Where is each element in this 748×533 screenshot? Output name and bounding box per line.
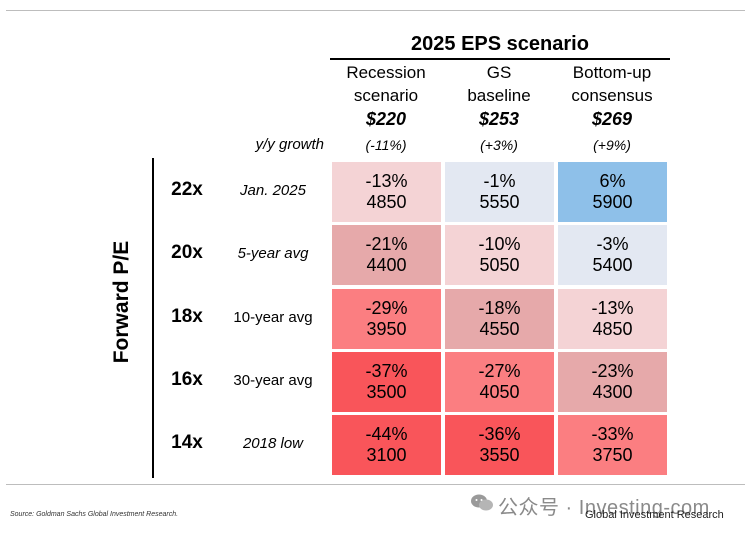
column-growth: (-11%) <box>365 137 407 153</box>
row-axis-label: Forward P/E <box>110 240 133 364</box>
cell-return: -33% <box>591 424 634 445</box>
cell-index-level: 5550 <box>479 192 520 212</box>
pe-multiple: 14x <box>171 432 203 454</box>
pe-multiple: 20x <box>171 242 203 264</box>
cell-index-level: 3750 <box>592 445 633 466</box>
column-growth: (+9%) <box>593 137 631 153</box>
column-header-line1: GS <box>486 63 512 82</box>
scenario-cell: -27% 4050 <box>445 351 554 412</box>
pe-multiple: 22x <box>171 179 203 200</box>
cell-return: -21% <box>365 234 408 255</box>
scenario-cell: -29% 3950 <box>332 288 441 349</box>
scenario-cell: -1% 5550 <box>445 162 554 222</box>
cell-index-level: 3550 <box>479 445 520 466</box>
cell-index-level: 3950 <box>366 318 407 339</box>
cell-index-level: 4400 <box>366 255 407 276</box>
pe-description: 5-year avg <box>237 245 309 263</box>
scenario-cell: 6% 5900 <box>558 162 667 222</box>
scenario-cell: -36% 3550 <box>445 415 554 476</box>
column-eps: $220 <box>365 109 407 129</box>
scenario-cell: -13% 4850 <box>558 288 667 349</box>
cell-return: -36% <box>478 424 521 445</box>
scenario-cell: -33% 3750 <box>558 415 667 476</box>
cell-index-level: 4550 <box>479 318 520 339</box>
cell-return: -1% <box>483 171 516 191</box>
pe-description: Jan. 2025 <box>240 182 306 199</box>
cell-return: -44% <box>365 424 408 445</box>
scenario-cell: -13% 4850 <box>332 162 441 222</box>
column-growth: (+3%) <box>480 137 518 153</box>
column-header-line2: scenario <box>353 86 419 105</box>
brand-text: Global Investment Research <box>585 509 724 521</box>
cell-index-level: 4850 <box>366 192 407 212</box>
cell-return: -37% <box>365 360 408 381</box>
cell-return: 6% <box>599 171 626 191</box>
column-header-line2: baseline <box>467 86 531 105</box>
column-header-line1: Bottom-up <box>572 63 652 82</box>
cell-index-level: 4050 <box>479 381 520 402</box>
column-header-line1: Recession <box>346 63 426 82</box>
title-underline <box>330 58 670 60</box>
cell-return: -23% <box>591 360 634 381</box>
cell-index-level: 5050 <box>479 255 520 276</box>
growth-label: y/y growth <box>255 136 324 153</box>
cell-return: -27% <box>478 360 521 381</box>
scenario-cell: -37% 3500 <box>332 351 441 412</box>
cell-index-level: 3500 <box>366 381 407 402</box>
chart-title: 2025 EPS scenario <box>411 33 589 55</box>
bottom-rule <box>6 484 745 485</box>
cell-return: -29% <box>365 297 408 318</box>
scenario-cell: -44% 3100 <box>332 415 441 476</box>
source-note: Source: Goldman Sachs Global Investment … <box>10 511 179 518</box>
scenario-cell: -18% 4550 <box>445 288 554 349</box>
cell-return: -3% <box>596 234 629 255</box>
cell-index-level: 4300 <box>592 381 633 402</box>
watermark-text: 公众号 · Investing-com <box>498 497 710 519</box>
cell-return: -13% <box>365 171 408 191</box>
cell-index-level: 5400 <box>592 255 633 276</box>
cell-index-level: 4850 <box>592 318 633 339</box>
pe-description: 30-year avg <box>233 371 313 389</box>
cell-index-level: 3100 <box>366 445 407 466</box>
pe-description: 2018 low <box>242 435 304 453</box>
column-eps: $253 <box>478 109 520 129</box>
row-axis-line <box>152 158 154 478</box>
pe-description: 10-year avg <box>233 308 313 326</box>
pe-multiple: 18x <box>171 305 203 327</box>
pe-multiple: 16x <box>171 368 203 390</box>
scenario-cell: -23% 4300 <box>558 351 667 412</box>
scenario-cell: -21% 4400 <box>332 225 441 286</box>
scenario-cell: -10% 5050 <box>445 225 554 286</box>
column-header-line2: consensus <box>571 86 653 105</box>
cell-return: -10% <box>478 234 521 255</box>
cell-index-level: 5900 <box>592 192 633 212</box>
scenario-cell: -3% 5400 <box>558 225 667 286</box>
top-rule <box>6 10 745 11</box>
column-eps: $269 <box>591 109 633 129</box>
wechat-icon <box>471 494 493 511</box>
cell-return: -13% <box>591 297 634 318</box>
cell-return: -18% <box>478 297 521 318</box>
